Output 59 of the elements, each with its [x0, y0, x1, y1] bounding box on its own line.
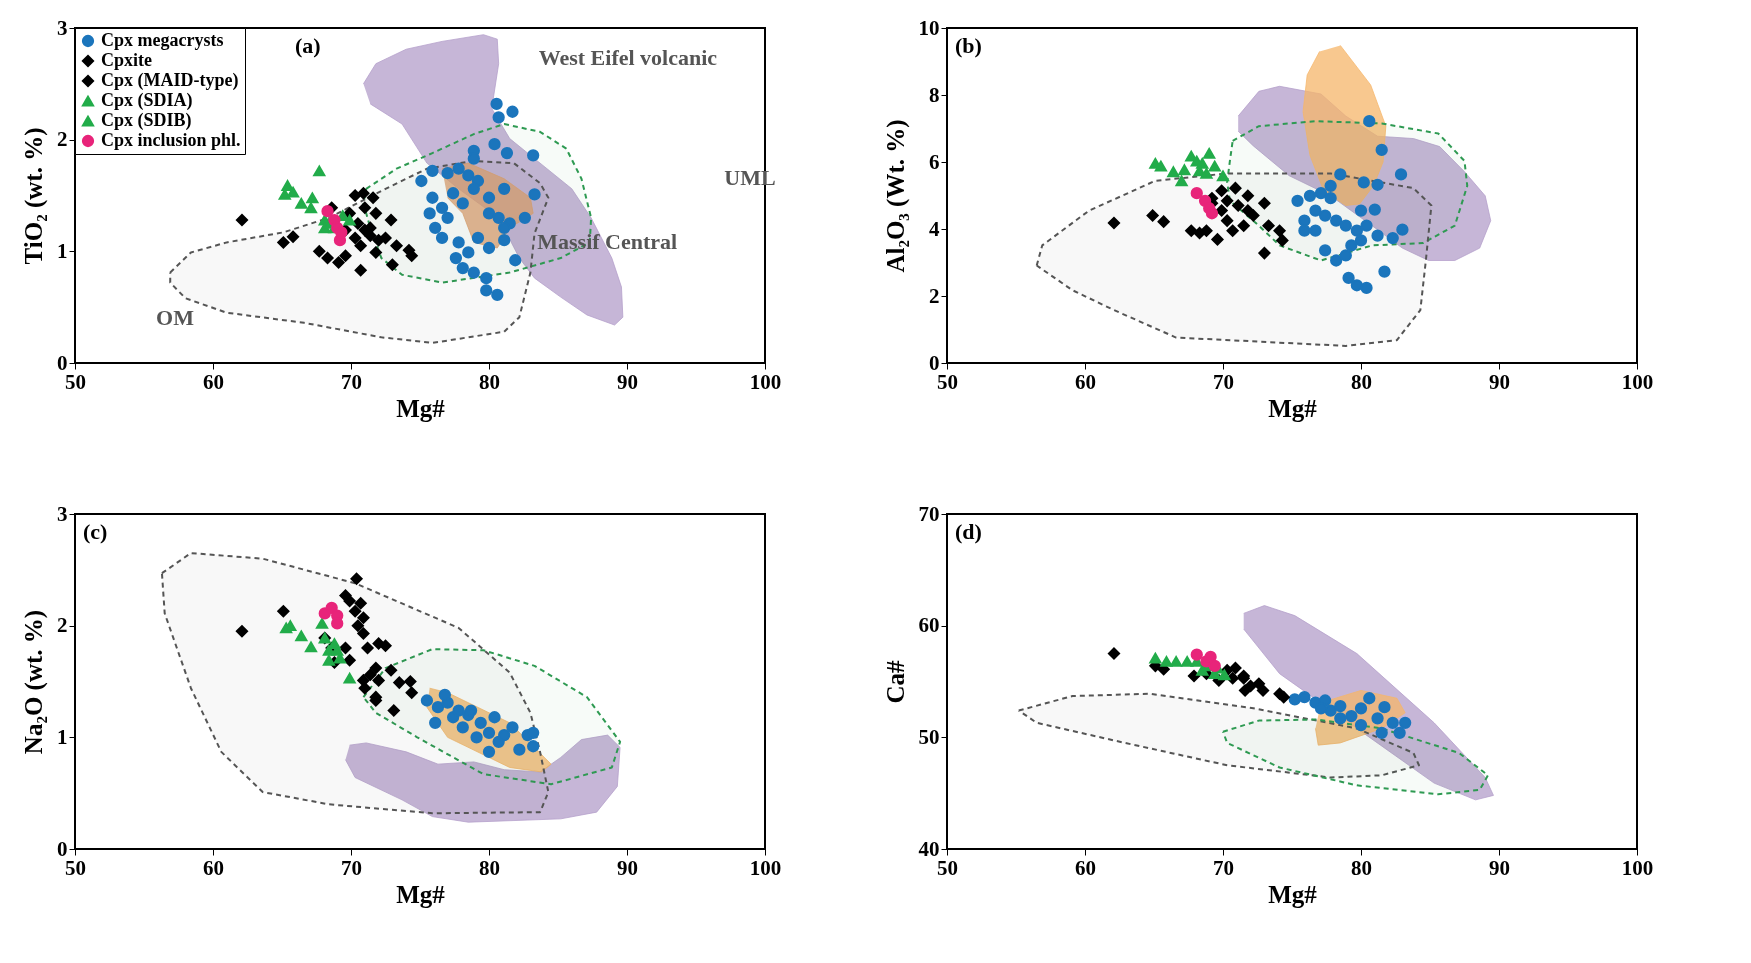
x-tick-label: 60	[203, 369, 224, 394]
legend-label: Cpx (MAID-type)	[101, 70, 239, 91]
x-tick-label: 80	[479, 855, 500, 880]
x-tick-label: 60	[203, 855, 224, 880]
x-tick-label: 90	[1489, 855, 1510, 880]
y-axis-title: Na₂O (wt. %)	[20, 609, 48, 755]
chart-title: (d)	[955, 519, 982, 544]
x-tick-label: 90	[617, 855, 638, 880]
y-tick-label: 0	[57, 836, 68, 861]
x-axis-title: Mg#	[396, 394, 446, 422]
y-tick-label: 60	[918, 613, 940, 638]
legend-label: Cpx inclusion phl.	[101, 130, 241, 150]
x-tick-label: 100	[749, 369, 782, 394]
y-tick-label: 4	[929, 216, 940, 241]
y-tick-label: 10	[918, 15, 940, 40]
x-axis-title: Mg#	[1268, 880, 1318, 908]
y-tick-label: 70	[918, 501, 940, 526]
annotation: Massif Central	[537, 228, 678, 254]
x-tick-label: 70	[1213, 855, 1234, 880]
x-tick-label: 70	[1213, 369, 1234, 394]
y-tick-label: 2	[57, 613, 68, 638]
y-axis-title: TiO₂ (wt. %)	[20, 127, 48, 265]
x-tick-label: 80	[1351, 369, 1372, 394]
x-tick-label: 90	[617, 369, 638, 394]
chart-title: (b)	[955, 33, 982, 58]
y-tick-label: 40	[918, 836, 940, 861]
x-tick-label: 80	[479, 369, 500, 394]
x-axis-title: Mg#	[396, 880, 446, 908]
y-tick-label: 1	[57, 724, 68, 749]
x-tick-label: 100	[749, 855, 782, 880]
y-tick-label: 1	[57, 238, 68, 263]
x-tick-label: 90	[1489, 369, 1510, 394]
legend-label: Cpxite	[101, 50, 152, 70]
x-tick-label: 60	[1075, 369, 1096, 394]
y-tick-label: 8	[929, 82, 940, 107]
legend-label: Cpx (SDIB)	[101, 110, 192, 131]
y-tick-label: 3	[57, 501, 68, 526]
legend-label: Cpx (SDIA)	[101, 90, 193, 111]
y-tick-label: 6	[929, 149, 940, 174]
y-tick-label: 2	[57, 127, 68, 152]
y-axis-title: Al₂O₃ (Wt. %)	[881, 119, 910, 273]
y-tick-label: 3	[57, 15, 68, 40]
annotation: OM	[156, 305, 195, 330]
chart-title: (a)	[295, 33, 321, 58]
x-tick-label: 70	[341, 855, 362, 880]
y-tick-label: 0	[929, 350, 940, 375]
y-axis-title: Ca#	[881, 659, 909, 704]
y-tick-label: 50	[918, 724, 940, 749]
legend-label: Cpx megacrysts	[101, 30, 224, 50]
chart-title: (c)	[83, 519, 108, 544]
x-tick-label: 100	[1621, 369, 1654, 394]
y-tick-label: 0	[57, 350, 68, 375]
x-axis-title: Mg#	[1268, 394, 1318, 422]
annotation: West Eifel volcanic	[538, 44, 718, 70]
x-tick-label: 60	[1075, 855, 1096, 880]
x-tick-label: 70	[341, 369, 362, 394]
y-tick-label: 2	[929, 283, 940, 308]
x-tick-label: 80	[1351, 855, 1372, 880]
x-tick-label: 100	[1621, 855, 1654, 880]
